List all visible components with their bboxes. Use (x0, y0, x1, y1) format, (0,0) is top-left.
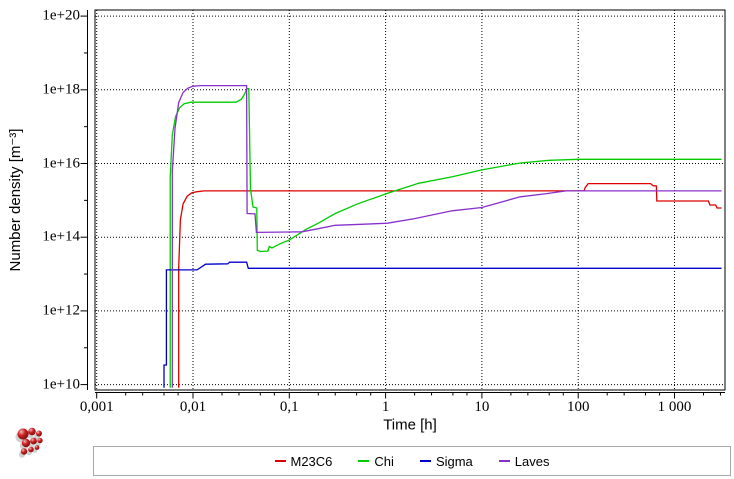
x-tick-label: 0,01 (179, 399, 207, 415)
x-tick-label: 1 (381, 399, 390, 415)
x-tick-label: 100 (566, 399, 590, 415)
legend-dash-icon (358, 460, 370, 462)
legend-item-m23c6[interactable]: M23C6 (274, 453, 333, 469)
y-axis-title: Number density [m⁻³] (7, 128, 24, 272)
legend-item-sigma[interactable]: Sigma (419, 453, 473, 469)
legend-item-label: M23C6 (290, 453, 333, 469)
legend-item-chi[interactable]: Chi (358, 454, 394, 469)
legend-dash-icon (274, 460, 286, 462)
x-tick-label: 1 000 (657, 399, 692, 415)
legend-item-label: Sigma (435, 453, 473, 469)
series-m23c6-line (178, 182, 722, 388)
x-tick-label: 0,001 (79, 399, 114, 415)
x-axis-title: Time [h] (383, 416, 437, 434)
matcalc-logo-icon (15, 427, 43, 458)
legend-dash-icon (498, 460, 510, 462)
y-tick-label: 1e+18 (42, 81, 80, 98)
legend-dash-icon (419, 460, 431, 462)
y-tick-label: 1e+20 (42, 7, 80, 24)
series-chi-line (169, 87, 722, 388)
x-tick-label: 10 (474, 399, 490, 415)
x-tick-label: 0,1 (279, 399, 299, 415)
y-tick-label: 1e+14 (42, 228, 80, 245)
legend-item-label: Laves (514, 453, 550, 469)
legend-item-label: Chi (374, 453, 394, 469)
series-sigma-line (163, 261, 722, 388)
legend-box: M23C6 Chi Sigma Laves (93, 446, 731, 476)
y-tick-label: 1e+12 (42, 302, 80, 319)
series-laves-line (171, 84, 722, 388)
y-tick-label: 1e+10 (42, 376, 80, 393)
legend-item-laves[interactable]: Laves (498, 453, 550, 469)
y-tick-label: 1e+16 (42, 155, 80, 171)
